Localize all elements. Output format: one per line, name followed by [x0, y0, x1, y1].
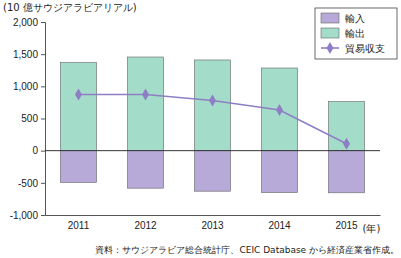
x-tick-label: 2015 [335, 220, 358, 231]
y-tick-mark [41, 183, 45, 184]
bar [127, 151, 163, 189]
bar [194, 60, 230, 151]
marker [343, 138, 350, 150]
legend-swatch [321, 28, 339, 38]
bar [328, 102, 364, 151]
legend-item: 輸入 [321, 13, 365, 24]
y-tick-label: -500 [18, 178, 38, 189]
bar [194, 151, 230, 192]
marker [75, 88, 82, 100]
bar-series [60, 151, 364, 193]
x-axis: 2011 2012 2013 2014 2015 [46, 215, 381, 231]
x-tick-label: 2014 [268, 220, 291, 231]
y-axis: -1,000 -500 0 500 1,000 1,500 2,000 [10, 17, 46, 221]
y-tick-label: 1,000 [13, 81, 38, 92]
legend-box [315, 8, 397, 59]
x-axis-line [46, 215, 381, 216]
y-tick-mark [41, 86, 45, 87]
bar [60, 63, 96, 151]
y-tick-mark [41, 22, 45, 23]
bar [127, 57, 163, 151]
legend-item: 輸出 [321, 28, 365, 39]
y-tick: -500 [18, 178, 45, 189]
x-tick-label: 2013 [201, 220, 224, 231]
y-tick: 1,000 [13, 81, 45, 92]
legend-label: 輸出 [345, 28, 365, 39]
x-axis-title: (年) [363, 223, 381, 234]
legend-label: 貿易収支 [345, 43, 385, 54]
bar [60, 151, 96, 183]
y-tick-mark [41, 54, 45, 55]
y-tick-label: 1,500 [13, 49, 38, 60]
line [79, 94, 347, 143]
x-tick-label: 2011 [68, 220, 90, 231]
plot-area [60, 57, 364, 193]
bar [261, 68, 297, 151]
y-tick-label: -1,000 [10, 210, 39, 221]
legend-item: 貿易収支 [321, 42, 385, 54]
zero-line [45, 150, 380, 151]
y-tick: 2,000 [13, 17, 45, 28]
x-tick-label: 2012 [134, 220, 157, 231]
y-tick: 0 [32, 145, 45, 156]
x-tick: 2011 [68, 215, 90, 231]
y-tick-mark [41, 119, 45, 120]
y-tick: -1,000 [10, 210, 45, 221]
x-tick: 2013 [201, 215, 224, 231]
y-tick-label: 500 [21, 113, 38, 124]
bar [261, 151, 297, 193]
chart: -1,000-50005001,0001,5002,00020112012201… [0, 0, 401, 258]
legend-swatch [321, 13, 339, 23]
bar [328, 151, 364, 193]
y-tick: 1,500 [13, 49, 45, 60]
marker [142, 88, 149, 100]
marker [276, 104, 283, 116]
line-area [75, 88, 350, 149]
y-axis-line [41, 23, 46, 216]
y-axis-title: (10 億サウジアラビアリアル) [3, 2, 137, 13]
y-tick: 500 [21, 113, 45, 124]
bar-series [60, 57, 364, 151]
marker [209, 94, 216, 106]
legend-marker [327, 42, 334, 54]
x-tick: 2015 [335, 215, 358, 231]
legend-label: 輸入 [345, 13, 365, 24]
y-tick-mark [41, 215, 45, 216]
y-tick-label: 2,000 [13, 17, 38, 28]
x-tick: 2014 [268, 215, 291, 231]
legend: 輸入輸出貿易収支 [315, 8, 397, 59]
y-tick-mark [41, 151, 45, 152]
source-note: 資料：サウジアラビア総合統計庁、CEIC Database から経済産業省作成。 [95, 245, 399, 255]
y-tick-label: 0 [32, 145, 38, 156]
x-tick: 2012 [134, 215, 157, 231]
